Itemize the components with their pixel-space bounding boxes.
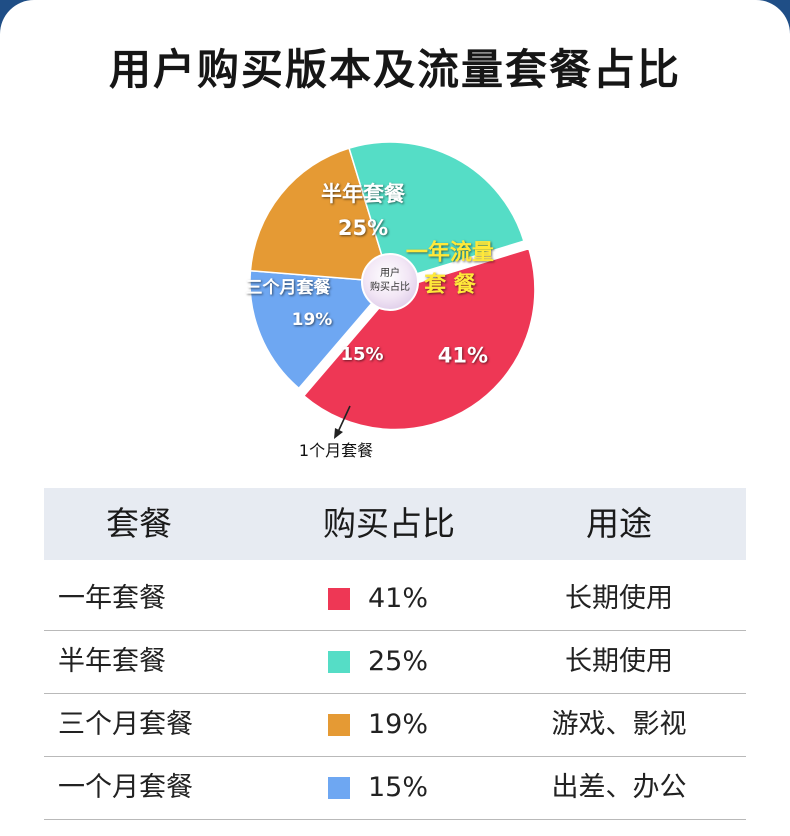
share-cell: 41% (328, 568, 428, 630)
center-label-line-1: 用户 (380, 266, 400, 279)
slice-name-label-3: 半年套餐 (321, 182, 406, 206)
callout-line (337, 405, 351, 433)
slice-callout-label-1: 1个月套餐 (299, 441, 373, 460)
pie-chart: 一年流量套 餐 41% 15% 1个月套餐 三个月套餐 19% 半年套餐 25% 用户 购买占… (246, 141, 536, 460)
share-cell: 25% (328, 631, 428, 693)
share-value: 25% (368, 646, 429, 677)
table-row: 三个月套餐 19% 游戏、影视 (44, 694, 746, 757)
plan-use: 游戏、影视 (551, 709, 687, 740)
plan-table: 套餐 购买占比 用途 一年套餐 41% 长期使用 半年套餐 25% 长期使用 三个月套餐 19… (44, 488, 746, 820)
plan-name: 半年套餐 (58, 646, 166, 677)
center-badge: 用户 购买占比 (361, 253, 419, 311)
color-swatch (328, 777, 350, 799)
slice-value-label-1: 15% (340, 344, 383, 365)
color-swatch (328, 714, 350, 736)
share-cell: 15% (328, 757, 428, 819)
callout-arrowhead (334, 428, 343, 439)
header-use: 用途 (586, 504, 652, 543)
center-label-line-2: 购买占比 (370, 280, 410, 293)
table-header: 套餐 购买占比 用途 (44, 488, 746, 560)
plan-name: 三个月套餐 (58, 709, 193, 740)
page-title: 用户购买版本及流量套餐占比 (108, 45, 681, 94)
table-row: 半年套餐 25% 长期使用 (44, 631, 746, 694)
plan-name: 一个月套餐 (58, 772, 193, 803)
table-row: 一年套餐 41% 长期使用 (44, 568, 746, 631)
color-swatch (328, 651, 350, 673)
plan-use: 出差、办公 (551, 772, 687, 803)
share-cell: 19% (328, 694, 428, 756)
plan-use: 长期使用 (565, 583, 673, 614)
header-share: 购买占比 (323, 504, 455, 543)
slice-value-label-2: 19% (292, 310, 333, 330)
color-swatch (328, 588, 350, 610)
slice-value-label-3: 25% (338, 216, 388, 240)
table-row: 一个月套餐 15% 出差、办公 (44, 757, 746, 820)
slice-name-label-2: 三个月套餐 (246, 277, 332, 298)
pie-slice-3 (348, 141, 525, 283)
pie-slice-2 (249, 147, 392, 283)
slice-name-label-0: 一年流量套 餐 (406, 240, 494, 298)
share-value: 41% (368, 583, 429, 614)
header-plan: 套餐 (106, 504, 172, 543)
slice-value-label-0: 41% (438, 344, 488, 368)
plan-use: 长期使用 (565, 646, 673, 677)
pie-slice-1 (249, 269, 392, 390)
share-value: 19% (368, 709, 429, 740)
share-value: 15% (368, 772, 429, 803)
plan-name: 一年套餐 (58, 583, 166, 614)
